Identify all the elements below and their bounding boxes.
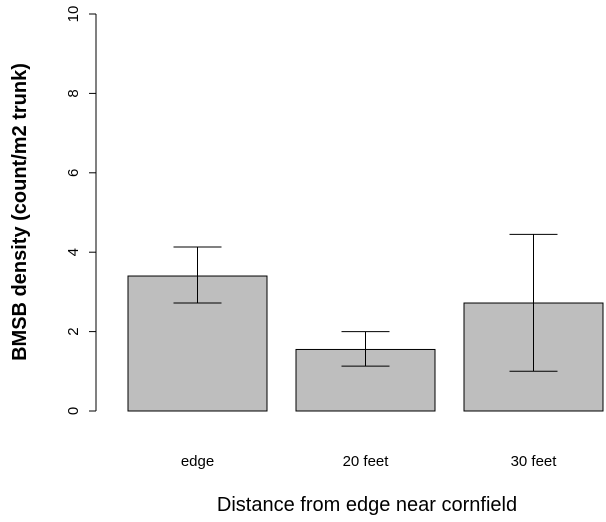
- y-tick-label: 0: [65, 407, 82, 415]
- x-tick-labels: edge 20 feet 30 feet: [181, 453, 557, 470]
- x-axis-title: Distance from edge near cornfield: [217, 494, 517, 516]
- x-tick-label: edge: [181, 453, 214, 470]
- y-axis-title: BMSB density (count/m2 trunk): [9, 63, 31, 361]
- y-tick-label: 8: [65, 89, 82, 97]
- y-tick-label: 10: [65, 6, 82, 23]
- x-tick-label: 20 feet: [343, 453, 390, 470]
- y-axis: 0 2 4 6 8 10: [65, 6, 97, 415]
- y-tick-label: 4: [65, 248, 82, 256]
- error-bars: [173, 233, 558, 372]
- x-tick-label: 30 feet: [511, 453, 558, 470]
- y-tick-label: 6: [65, 169, 82, 177]
- y-tick-label: 2: [65, 327, 82, 335]
